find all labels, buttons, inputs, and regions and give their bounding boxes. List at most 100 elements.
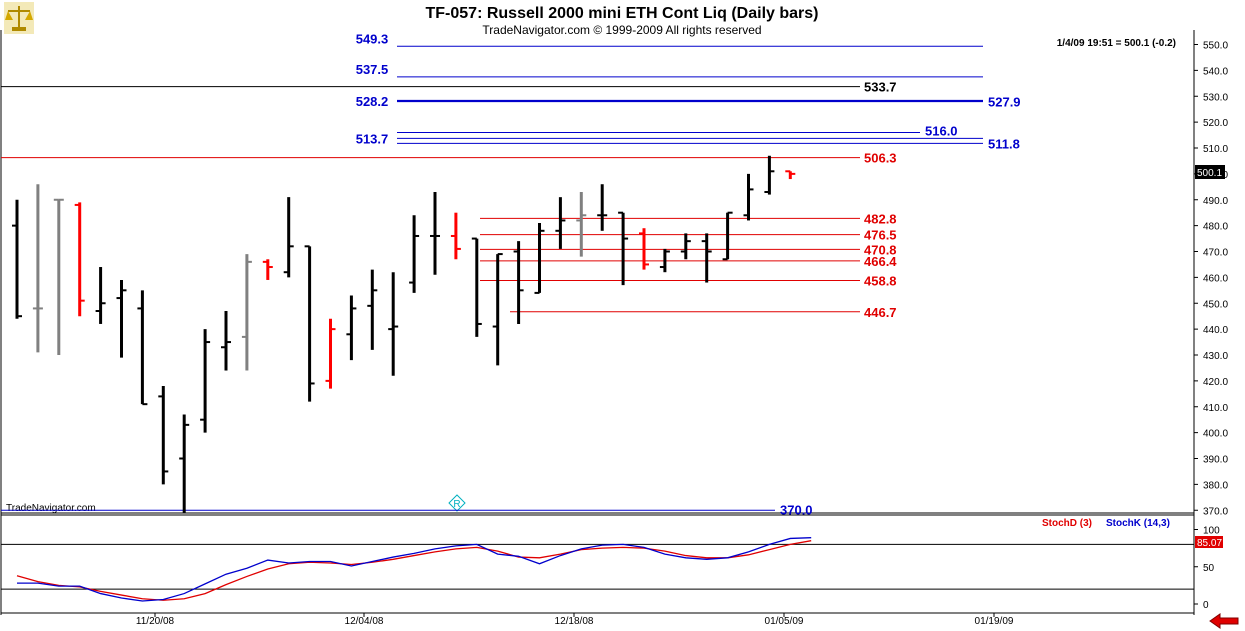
level-label: 446.7 <box>864 305 897 320</box>
price-axis: 550.0540.0530.0520.0510.0500.0490.0480.0… <box>1194 41 1228 517</box>
stoch-series-line <box>17 537 812 602</box>
ohlc-bar <box>492 253 503 366</box>
ohlc-bar <box>221 311 231 371</box>
level-label: 533.7 <box>864 80 897 95</box>
ohlc-bar <box>116 279 127 358</box>
level-label: 549.3 <box>356 31 389 46</box>
level-label: 476.5 <box>864 228 897 243</box>
ohlc-bars <box>12 155 796 513</box>
price-tick-label: 540.0 <box>1203 66 1228 77</box>
ohlc-bar <box>367 269 378 350</box>
arrow-left-icon[interactable] <box>1209 613 1239 629</box>
price-tick-label: 530.0 <box>1203 92 1228 103</box>
ohlc-bar <box>32 184 43 353</box>
price-tick-label: 490.0 <box>1203 196 1228 207</box>
stoch-tick-label: 0 <box>1203 600 1209 611</box>
ohlc-bar <box>95 267 106 324</box>
ohlc-bar <box>158 386 169 485</box>
level-label: 506.3 <box>864 151 897 166</box>
ohlc-bar <box>74 202 85 317</box>
scale-logo-icon <box>4 2 34 34</box>
ohlc-bar <box>576 191 587 257</box>
price-tick-label: 510.0 <box>1203 144 1228 155</box>
ohlc-bar <box>304 245 315 402</box>
legend-stochk: StochK (14,3) <box>1106 518 1170 529</box>
ohlc-bar <box>597 184 608 231</box>
stoch-series-line <box>16 540 812 601</box>
last-quote: 1/4/09 19:51 = 500.1 (-0.2) <box>1057 38 1176 49</box>
price-tick-label: 450.0 <box>1203 299 1228 310</box>
chart-subtitle: TradeNavigator.com © 1999-2009 All right… <box>482 23 761 37</box>
chart-title: TF-057: Russell 2000 mini ETH Cont Liq (… <box>426 5 819 22</box>
ohlc-bar <box>680 233 691 260</box>
ohlc-bar <box>346 295 357 361</box>
ohlc-bar <box>639 228 649 270</box>
legend-stochd: StochD (3) <box>1042 518 1092 529</box>
ohlc-bar <box>618 211 629 286</box>
r-marker[interactable]: R <box>448 494 466 512</box>
ohlc-bar <box>179 414 190 513</box>
stochastic-axis: 100 50 0 <box>1194 526 1220 611</box>
last-price-box: 500.1 <box>1195 165 1225 179</box>
stochastic-pane <box>1 537 1194 602</box>
price-tick-label: 470.0 <box>1203 248 1228 259</box>
ohlc-bar <box>409 215 420 293</box>
stoch-tick-label: 100 <box>1203 526 1220 537</box>
price-levels: 549.3 537.5 533.7 528.2 527.9 516.0 513.7 511.8… <box>1 31 1021 517</box>
price-tick-label: 440.0 <box>1203 325 1228 336</box>
level-label: 466.4 <box>864 254 897 269</box>
ohlc-bar <box>388 272 399 376</box>
level-label: 537.5 <box>356 62 389 77</box>
date-tick-label: 11/20/08 <box>136 616 175 627</box>
level-label: 516.0 <box>925 123 958 138</box>
ohlc-bar <box>430 191 440 275</box>
level-label: 511.8 <box>988 136 1020 151</box>
price-tick-label: 400.0 <box>1203 429 1228 440</box>
ohlc-bar <box>241 254 252 371</box>
price-tick-label: 430.0 <box>1203 351 1228 362</box>
price-tick-label: 370.0 <box>1203 506 1228 517</box>
ohlc-bar <box>12 199 22 319</box>
price-tick-label: 420.0 <box>1203 377 1228 388</box>
ohlc-bar <box>555 197 566 249</box>
ohlc-bar <box>785 170 796 180</box>
price-tick-label: 410.0 <box>1203 403 1228 414</box>
watermark: TradeNavigator.com <box>6 503 96 514</box>
ohlc-bar <box>283 197 294 278</box>
price-tick-label: 520.0 <box>1203 118 1228 129</box>
level-label: 528.2 <box>356 94 389 109</box>
ohlc-bar <box>53 198 64 355</box>
stoch-last-value: 85.07 <box>1197 538 1222 549</box>
price-tick-label: 460.0 <box>1203 273 1228 284</box>
ohlc-bar <box>262 259 273 280</box>
ohlc-bar <box>743 173 754 221</box>
price-tick-label: 390.0 <box>1203 455 1228 466</box>
ohlc-bar <box>534 223 545 294</box>
level-label: 513.7 <box>356 131 389 146</box>
level-label: 482.8 <box>864 211 897 226</box>
ohlc-bar <box>200 329 211 433</box>
price-tick-label: 550.0 <box>1203 41 1228 52</box>
ohlc-bar <box>471 237 482 337</box>
last-price-label: 500.1 <box>1197 168 1222 179</box>
stoch-tick-label: 50 <box>1203 563 1215 574</box>
date-axis: 11/20/08 12/04/08 12/18/08 01/05/09 01/19/09 <box>136 613 1014 627</box>
ohlc-bar <box>513 241 524 324</box>
price-tick-label: 480.0 <box>1203 222 1228 233</box>
date-tick-label: 12/18/08 <box>555 616 594 627</box>
level-label: 527.9 <box>988 95 1021 110</box>
level-label: 470.8 <box>864 242 897 257</box>
ohlc-bar <box>722 211 733 261</box>
ohlc-bar <box>659 248 670 273</box>
level-label: 458.8 <box>864 273 897 288</box>
level-label: 370.0 <box>780 502 813 517</box>
ohlc-bar <box>764 155 775 195</box>
ohlc-bar <box>325 318 336 389</box>
stoch-last-value-box: 85.07 <box>1195 536 1223 549</box>
price-tick-label: 380.0 <box>1203 480 1228 491</box>
date-tick-label: 12/04/08 <box>345 616 384 627</box>
date-tick-label: 01/05/09 <box>765 616 804 627</box>
ohlc-bar <box>450 212 461 260</box>
